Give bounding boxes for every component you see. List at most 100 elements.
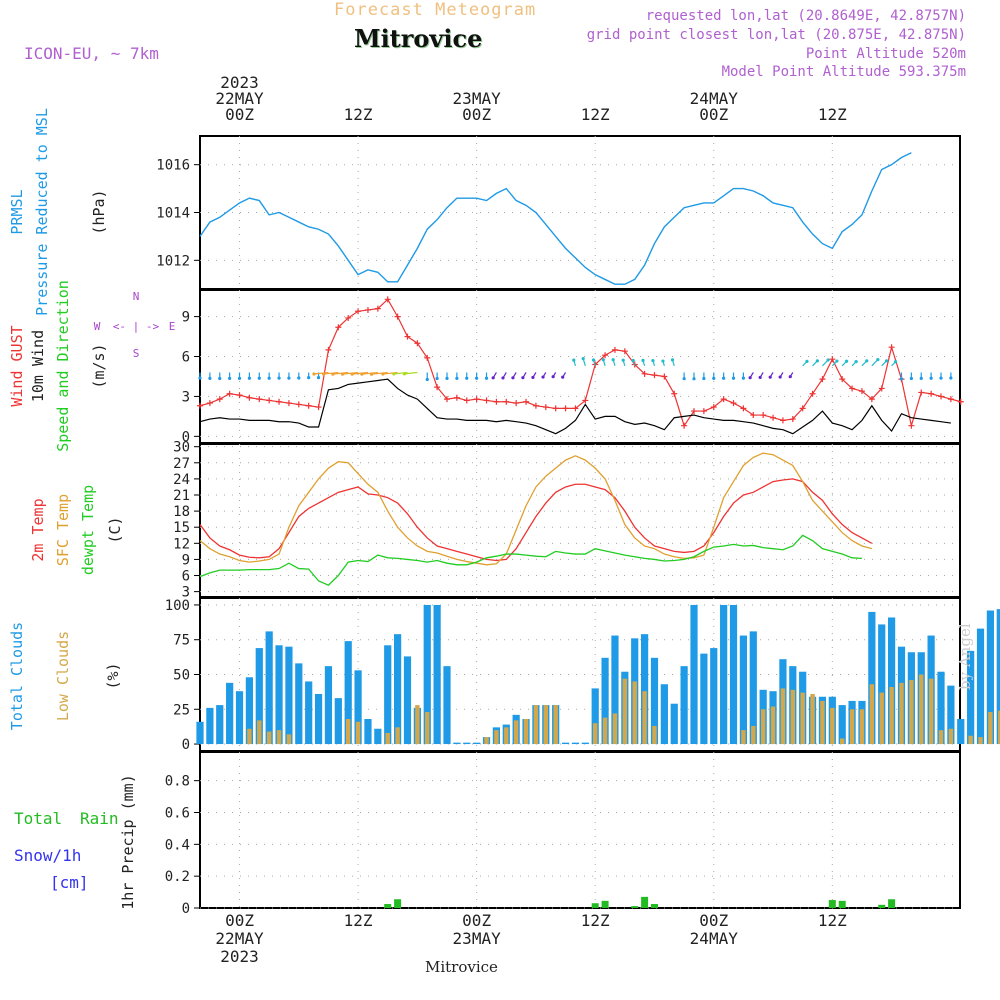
total-cloud-bar (611, 635, 619, 745)
wind-arrow-head (909, 376, 913, 381)
total-cloud-bar (561, 742, 570, 745)
bottom-axis-label: 00Z (699, 911, 728, 930)
gust-point (858, 388, 865, 395)
dewpt-line (199, 534, 862, 586)
wind-arrow-head (641, 358, 645, 362)
pressure-unit: (hPa) (90, 189, 108, 234)
wind-arrow-head (844, 359, 849, 363)
wind-arrow-head (919, 376, 923, 381)
low-cloud-bar (513, 720, 519, 745)
ytick-label-precip: 0.8 (165, 774, 190, 790)
ytick-label-pressure: 1014 (156, 206, 190, 222)
gust-point (276, 398, 283, 405)
wind-arrow-head (748, 376, 752, 380)
compass-e: E (169, 320, 176, 333)
wind-arrow (332, 371, 349, 375)
total-cloud-bar (976, 628, 985, 745)
top-axis-label: 2023 (220, 73, 259, 92)
wind-arrow-head (826, 358, 830, 362)
chart-title: Forecast Meteogram (334, 0, 537, 20)
gust-point (483, 397, 490, 404)
wind-arrow-head (465, 376, 469, 380)
gust-point (700, 408, 707, 415)
total-cloud-bar (581, 742, 589, 745)
low-cloud-bar (622, 678, 628, 745)
wind-arrow (382, 371, 398, 375)
gust-point (671, 390, 678, 397)
wind-arrow-head (392, 372, 396, 376)
gust-point (641, 370, 648, 377)
wind-arrow-head (531, 375, 535, 380)
wind-arrow-head (445, 376, 449, 381)
sfc-temp-line (199, 452, 873, 566)
footer-location: Mitrovice (425, 958, 498, 976)
wind-arrow-head (257, 376, 261, 380)
low-cloud-bar (385, 732, 390, 745)
wind-arrow-head (768, 375, 772, 379)
rain-bar (631, 906, 639, 908)
total-cloud-bar (423, 604, 431, 745)
gust-point (463, 397, 470, 404)
gust-point (226, 390, 233, 397)
ytick-label-temperature: 15 (173, 520, 190, 536)
ytick-label-precip: 0.4 (165, 837, 190, 853)
low-cloud-bar (889, 687, 894, 745)
wind-arrow-head (551, 375, 555, 379)
wind-arrow-head (316, 376, 321, 380)
low-cloud-bar (968, 735, 973, 745)
total-cloud-bar (324, 666, 333, 745)
ytick-label-temperature: 21 (173, 488, 190, 504)
gust-point (779, 417, 786, 424)
wind-arrow-head (631, 358, 635, 363)
top-axis-label: 23MAY (453, 89, 502, 108)
gust-point (760, 412, 767, 419)
gust-point (878, 385, 885, 392)
wind-arrow-head (893, 360, 898, 364)
low-cloud-bar (286, 734, 292, 745)
gust-point (315, 404, 322, 411)
compass-s: S (133, 347, 140, 360)
rain-bar (838, 900, 846, 908)
bottom-axis-label: 00Z (462, 911, 491, 930)
low-cloud-bar (642, 691, 647, 745)
ytick-label-precip: 0.2 (165, 869, 190, 885)
panel-temperature (199, 443, 961, 598)
wind-dir-label: Speed and Direction (54, 280, 72, 452)
gust-point (928, 390, 935, 397)
total-cloud-bar (206, 707, 214, 745)
low-cloud-bar (632, 681, 637, 745)
wind-arrow-head (297, 376, 301, 380)
low-cloud-bar (879, 692, 884, 745)
ytick-label-temperature: 12 (173, 536, 190, 552)
gust-point (730, 400, 737, 407)
total-cloud-bar (641, 634, 649, 745)
low-cloud-bar (415, 705, 420, 745)
wind-arrow-head (360, 372, 364, 376)
temp-unit: (C) (106, 516, 124, 543)
wind-unit: (m/s) (90, 343, 108, 388)
compass-axis: <- | -> (113, 320, 160, 333)
total-cloud-bar (226, 682, 234, 745)
wind-arrow-head (307, 376, 311, 380)
total-cloud-bar (967, 650, 975, 745)
gust-point (691, 408, 697, 415)
total-cloud-bar (275, 645, 283, 745)
low-cloud-bar (998, 710, 1000, 745)
wind-label: 10m Wind (29, 330, 47, 402)
total-cloud-bar (601, 657, 609, 745)
gust-point (819, 376, 826, 383)
total-cloud-bar (344, 641, 352, 745)
watermark: by Angel (956, 623, 974, 690)
low-cloud-bar (830, 707, 835, 745)
wind-arrow-head (455, 376, 459, 381)
total-cloud-bar (571, 742, 580, 745)
ytick-label-clouds: 50 (173, 668, 190, 684)
low-cloud-bar (346, 719, 351, 745)
low-cloud-bar (652, 725, 657, 745)
low-cloud-bar (355, 721, 361, 745)
gust-point (523, 398, 530, 405)
total-cloud-bar (947, 685, 955, 745)
gust-point (868, 396, 875, 403)
gust-label: Wind GUST (8, 325, 26, 406)
gust-point (651, 372, 658, 379)
